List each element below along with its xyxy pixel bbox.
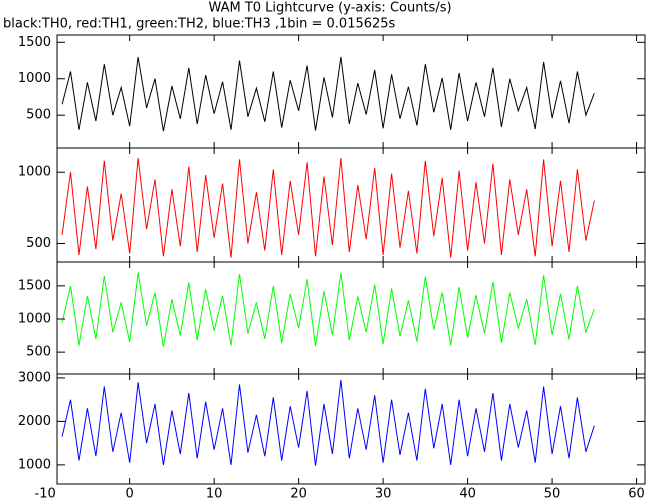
chart-subtitle: black:TH0, red:TH1, green:TH2, blue:TH3 … xyxy=(3,17,396,32)
y-tick-label: 500 xyxy=(26,236,51,251)
light-curve xyxy=(61,157,595,258)
panel-frame xyxy=(56,147,646,263)
y-tick-label: 500 xyxy=(26,108,51,123)
x-tick-label: -10 xyxy=(35,487,56,502)
x-tick-label: 60 xyxy=(628,487,645,502)
y-tick-label: 500 xyxy=(26,345,51,360)
x-tick-label: 0 xyxy=(126,487,134,502)
light-curve xyxy=(61,272,595,347)
y-tick-label: 1000 xyxy=(18,165,51,180)
x-tick-label: 20 xyxy=(290,487,307,502)
x-tick-label: 30 xyxy=(375,487,392,502)
y-tick-label: 2000 xyxy=(18,414,51,429)
y-tick-label: 1500 xyxy=(18,278,51,293)
y-tick-label: 1000 xyxy=(18,311,51,326)
x-tick-label: 10 xyxy=(206,487,223,502)
panel-frame xyxy=(56,34,646,149)
light-curve xyxy=(61,380,595,466)
y-tick-label: 3000 xyxy=(18,370,51,385)
x-tick-label: 40 xyxy=(459,487,476,502)
y-tick-label: 1000 xyxy=(18,71,51,86)
panel-frame xyxy=(56,373,646,485)
x-tick-label: 50 xyxy=(544,487,561,502)
light-curve xyxy=(61,56,595,132)
y-tick-label: 1500 xyxy=(18,35,51,50)
chart-title: WAM T0 Lightcurve (y-axis: Counts/s) xyxy=(208,1,451,16)
y-tick-label: 1000 xyxy=(18,457,51,472)
